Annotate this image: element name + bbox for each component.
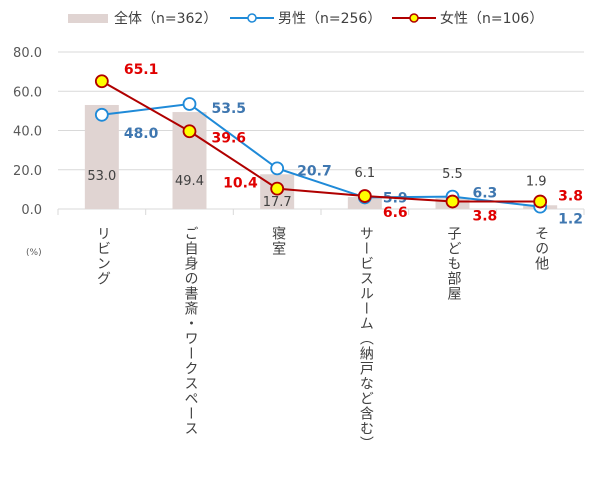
- series-marker: [94, 74, 109, 89]
- x-category-label: その他: [533, 226, 550, 271]
- legend-item-male: 男性（n=256）: [230, 8, 381, 28]
- legend-item-female: 女性（n=106）: [392, 8, 543, 28]
- legend-item-total: 全体（n=362）: [68, 8, 217, 28]
- bar: [84, 104, 119, 209]
- bar-data-label: 53.0: [87, 169, 116, 184]
- x-category-label: 寝室: [270, 226, 287, 256]
- x-category-label: サービスルーム（納戸など含む）: [357, 226, 374, 451]
- series-marker: [270, 181, 285, 196]
- bar-data-label: 17.7: [263, 195, 292, 210]
- legend-swatch-total: [68, 13, 108, 23]
- y-tick-label: 60.0: [13, 85, 42, 100]
- y-tick-label: 20.0: [13, 164, 42, 179]
- line-data-label: 10.4: [223, 176, 258, 192]
- y-tick-label: 80.0: [13, 46, 42, 61]
- series-line: [101, 80, 541, 203]
- series-marker: [182, 124, 197, 139]
- series-marker: [270, 161, 285, 176]
- series-marker: [182, 97, 197, 111]
- line-data-label: 3.8: [473, 209, 498, 225]
- bar-data-label: 1.9: [526, 174, 547, 189]
- series-marker: [533, 194, 548, 209]
- series-line: [101, 102, 541, 208]
- legend-label-female: 女性（n=106）: [440, 11, 544, 27]
- legend-label-male: 男性（n=256）: [278, 11, 382, 27]
- line-data-label: 1.2: [558, 212, 583, 228]
- legend-swatch-female: [392, 13, 436, 23]
- legend-swatch-male: [230, 13, 274, 23]
- line-data-label: 53.5: [212, 101, 247, 117]
- x-category-label: 子ども部屋: [445, 226, 462, 301]
- x-category-label: ご自身の書斎・ワークスペース: [182, 226, 199, 436]
- series-marker: [357, 189, 372, 203]
- line-data-label: 3.8: [558, 189, 583, 205]
- series-marker: [445, 194, 460, 209]
- y-tick-label: 0.0: [21, 203, 42, 218]
- series-marker: [94, 107, 109, 122]
- line-data-label: 65.1: [124, 62, 159, 78]
- x-category-label: リビング: [94, 226, 111, 286]
- line-data-label: 6.6: [383, 205, 408, 221]
- line-data-label: 6.3: [473, 186, 498, 202]
- y-tick-label: 40.0: [13, 125, 42, 140]
- y-axis-unit: (%): [26, 248, 42, 258]
- bar-data-label: 5.5: [442, 167, 463, 182]
- line-data-label: 20.7: [297, 163, 332, 179]
- line-data-label: 48.0: [124, 126, 159, 142]
- legend-label-total: 全体（n=362）: [114, 11, 218, 27]
- line-data-label: 39.6: [212, 130, 247, 146]
- bar-data-label: 49.4: [175, 174, 204, 189]
- bar-data-label: 6.1: [354, 166, 375, 181]
